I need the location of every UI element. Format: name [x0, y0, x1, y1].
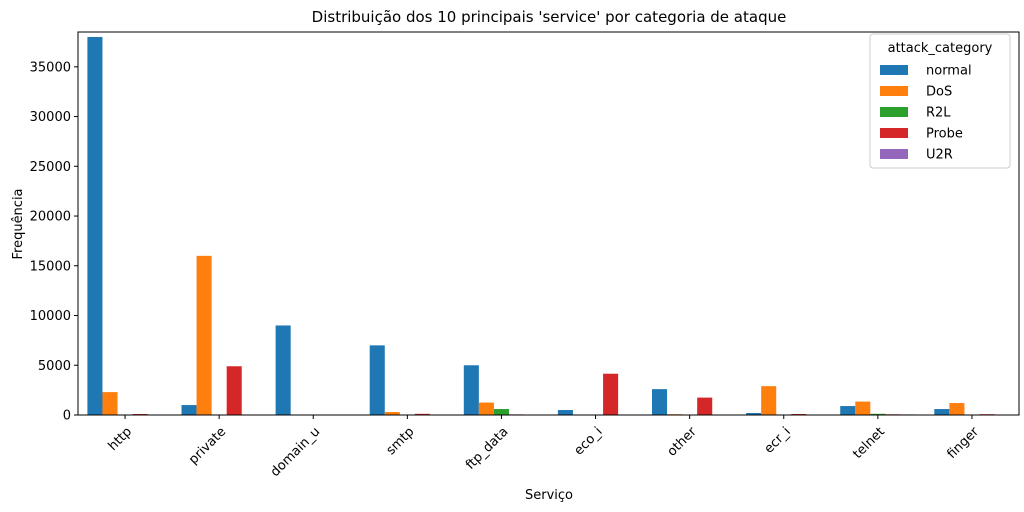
x-axis: http private domain_u smtp ftp_data eco_i othe…	[106, 415, 982, 480]
legend-label-normal: normal	[926, 64, 972, 79]
bar-normal-ecr_i	[746, 413, 762, 415]
bar-normal-ftp_data	[463, 365, 479, 415]
legend-swatch-r2l	[880, 107, 908, 117]
bar-normal-domain_u	[275, 325, 291, 415]
bar-dos-private	[196, 255, 212, 415]
bar-probe-other	[697, 397, 713, 415]
legend-label-dos: DoS	[926, 85, 952, 100]
x-tick-label: telnet	[850, 424, 888, 462]
x-axis-label: Serviço	[525, 488, 573, 503]
bar-dos-ftp_data	[478, 402, 494, 415]
y-tick-label: 35000	[30, 60, 71, 75]
legend-swatch-probe	[880, 128, 908, 138]
legend-label-probe: Probe	[926, 127, 963, 142]
legend-label-r2l: R2L	[926, 106, 951, 121]
bar-probe-eco_i	[603, 373, 619, 415]
bar-normal-telnet	[840, 406, 856, 415]
legend-swatch-normal	[880, 65, 908, 75]
y-axis: 0 5000 10000 15000 20000 25000 30000 35000	[30, 60, 78, 424]
x-tick-label: domain_u	[268, 424, 323, 479]
bar-dos-http	[102, 392, 118, 415]
x-tick-label: ftp_data	[463, 424, 511, 472]
y-tick-label: 25000	[30, 160, 71, 175]
bar-normal-finger	[934, 409, 950, 415]
y-tick-label: 0	[63, 409, 71, 424]
bars	[87, 36, 995, 415]
bar-r2l-telnet	[870, 413, 886, 415]
x-tick-label: http	[106, 424, 135, 453]
bar-dos-telnet	[855, 401, 871, 415]
bar-normal-smtp	[369, 345, 385, 415]
x-tick-label: eco_i	[571, 424, 605, 458]
legend-swatch-dos	[880, 86, 908, 96]
x-tick-label: other	[665, 424, 701, 460]
legend-label-u2r: U2R	[926, 148, 953, 163]
bar-normal-http	[87, 36, 103, 415]
y-tick-label: 10000	[30, 309, 71, 324]
y-tick-label: 15000	[30, 259, 71, 274]
bar-probe-smtp	[414, 413, 430, 415]
bar-probe-private	[226, 366, 242, 415]
plot-frame	[77, 31, 1020, 416]
y-tick-label: 30000	[30, 110, 71, 125]
legend: attack_category normal DoS R2L Probe U2R	[869, 33, 1011, 169]
bar-normal-eco_i	[557, 410, 573, 415]
y-tick-label: 5000	[38, 359, 71, 374]
legend-title: attack_category	[888, 41, 993, 56]
legend-swatch-u2r	[880, 149, 908, 159]
bar-normal-private	[181, 405, 197, 415]
x-tick-label: ecr_i	[762, 424, 794, 456]
bar-r2l-ftp_data	[493, 409, 509, 415]
bar-dos-smtp	[384, 412, 400, 415]
y-axis-label: Frequência	[11, 188, 26, 259]
chart-title: Distribuição dos 10 principais 'service'…	[312, 8, 787, 26]
bar-normal-other	[652, 389, 668, 415]
x-tick-label: private	[186, 424, 229, 467]
x-tick-label: smtp	[384, 424, 418, 458]
bar-dos-finger	[949, 403, 965, 415]
y-tick-label: 20000	[30, 210, 71, 225]
bar-dos-ecr_i	[761, 386, 777, 415]
x-tick-label: finger	[944, 424, 982, 462]
